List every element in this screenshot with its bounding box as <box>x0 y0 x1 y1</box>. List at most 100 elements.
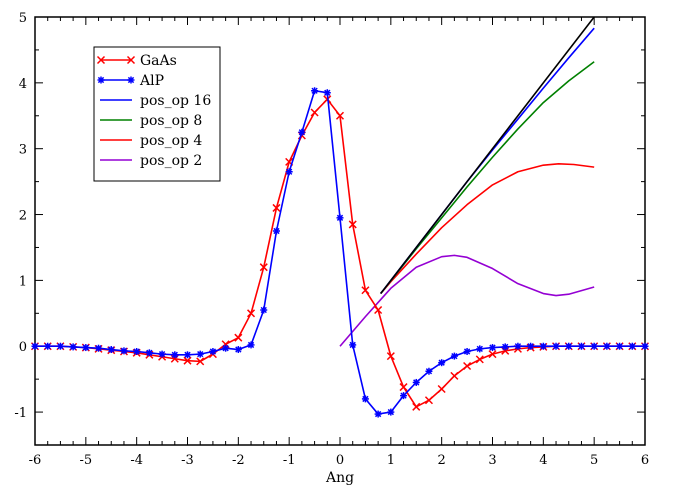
data-point <box>184 351 191 359</box>
data-point <box>82 344 90 352</box>
data-point <box>196 357 205 366</box>
data-point <box>400 392 408 400</box>
data-point <box>285 168 293 176</box>
series-line <box>380 16 595 295</box>
data-point <box>158 350 166 358</box>
data-point <box>641 342 649 350</box>
data-point <box>628 342 636 350</box>
data-point <box>69 343 77 351</box>
legend-entry: pos_op 8 <box>100 113 202 129</box>
series-line <box>380 163 595 295</box>
data-point <box>488 350 497 359</box>
data-point <box>247 341 255 349</box>
series-alp <box>31 87 649 418</box>
x-tick-label: -4 <box>130 453 143 468</box>
legend-label: pos_op 4 <box>140 133 202 149</box>
series-line <box>380 61 595 295</box>
data-point <box>387 408 395 416</box>
data-point <box>361 395 369 403</box>
legend-entry: pos_op 2 <box>100 153 202 169</box>
x-tick-label: 0 <box>336 453 344 468</box>
data-point <box>95 344 103 352</box>
y-tick-label: 5 <box>19 11 27 26</box>
data-point <box>247 309 256 318</box>
y-tick-label: 0 <box>19 340 27 355</box>
legend-label: pos_op 2 <box>140 153 202 169</box>
data-point <box>196 350 204 358</box>
x-tick-label: 5 <box>590 453 598 468</box>
data-point <box>31 342 39 350</box>
legend-entry: pos_op 16 <box>100 93 211 109</box>
data-point <box>335 111 345 120</box>
data-point <box>590 342 598 350</box>
x-tick-label: -2 <box>232 453 245 468</box>
data-point <box>107 346 115 354</box>
data-point <box>437 385 446 394</box>
legend-marker <box>97 76 105 84</box>
data-point <box>209 347 217 355</box>
x-axis-label: Ang <box>325 470 354 486</box>
legend-entry: AlP <box>97 73 164 89</box>
data-point <box>349 341 357 349</box>
x-tick-label: -5 <box>79 453 92 468</box>
data-point <box>399 383 408 392</box>
data-point <box>272 203 281 212</box>
data-point <box>222 344 230 352</box>
data-point <box>501 343 509 351</box>
x-tick-label: 3 <box>488 453 496 468</box>
legend-entry: GaAs <box>96 53 177 69</box>
data-point <box>424 396 433 405</box>
data-point <box>133 347 141 355</box>
data-point <box>476 345 484 353</box>
data-point <box>565 342 573 350</box>
data-point <box>539 342 547 350</box>
data-point <box>361 286 370 295</box>
data-point <box>171 351 179 359</box>
data-point <box>412 402 421 411</box>
data-point <box>348 220 357 229</box>
data-point <box>463 347 471 355</box>
data-point <box>323 89 331 97</box>
series-pos_op-8 <box>380 61 595 295</box>
x-tick-label: 2 <box>438 453 446 468</box>
x-tick-label: -6 <box>29 453 42 468</box>
legend-label: GaAs <box>140 53 177 69</box>
data-point <box>514 342 522 350</box>
data-point <box>310 108 319 117</box>
data-point <box>374 410 382 418</box>
data-point <box>463 361 472 371</box>
data-point <box>616 342 624 350</box>
data-point <box>577 342 585 350</box>
x-tick-label: -3 <box>181 453 194 468</box>
axis-tick-labels: -6 -5 -4 -3 -2 -1 0 1 2 3 4 5 6 -1 0 1 2 3 4 5 <box>14 11 649 468</box>
y-tick-label: -1 <box>14 406 27 421</box>
data-point <box>450 352 458 360</box>
data-point <box>475 355 484 364</box>
data-point <box>603 342 611 350</box>
data-point <box>527 342 535 350</box>
series-layer <box>30 16 650 418</box>
series-pos_op-2 <box>339 254 595 347</box>
data-point <box>259 263 268 272</box>
series-reference <box>380 16 595 295</box>
y-tick-label: 3 <box>19 143 27 158</box>
data-point <box>489 344 496 352</box>
data-point <box>56 342 64 350</box>
legend-label: AlP <box>139 73 164 89</box>
legend-entry: pos_op 4 <box>100 133 202 149</box>
legend-label: pos_op 8 <box>140 113 202 129</box>
data-point <box>438 359 446 367</box>
data-point <box>311 87 319 95</box>
y-tick-label: 2 <box>19 209 27 224</box>
series-line <box>339 254 595 347</box>
data-point <box>336 214 344 222</box>
data-point <box>412 378 420 386</box>
data-point <box>234 346 242 354</box>
x-tick-label: 6 <box>641 453 649 468</box>
legend: GaAs AlP pos_op 16 pos_op 8 pos_op 4 pos_op 2 <box>93 46 221 182</box>
data-point <box>272 227 280 235</box>
data-point <box>298 128 306 136</box>
x-tick-label: 4 <box>539 453 547 468</box>
legend-label: pos_op 16 <box>140 93 211 109</box>
